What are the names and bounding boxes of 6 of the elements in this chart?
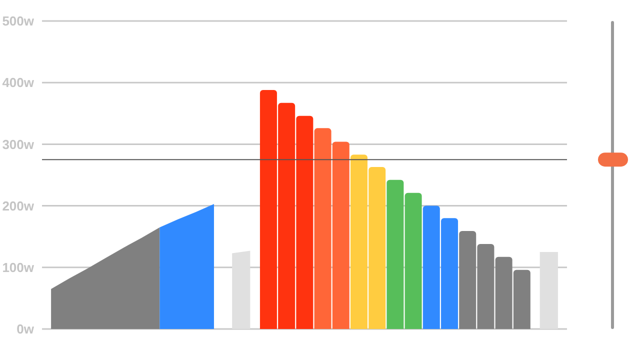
y-tick-label: 500w [2, 14, 35, 29]
y-tick-label: 400w [2, 75, 35, 90]
y-tick-label: 300w [2, 136, 35, 152]
y-tick-label: 0w [16, 322, 35, 337]
y-tick-label: 200w [2, 198, 35, 214]
y-tick-label: 100w [2, 260, 35, 276]
